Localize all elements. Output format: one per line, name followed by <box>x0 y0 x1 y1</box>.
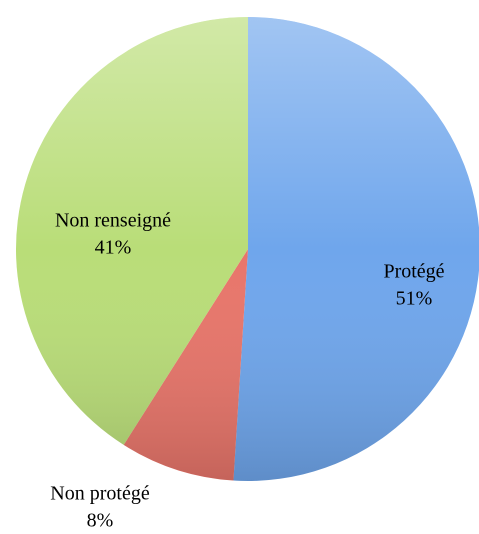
slice-label: Non protégé <box>50 483 150 505</box>
slice-value-label: 51% <box>396 288 433 310</box>
pie-slice <box>233 17 479 481</box>
slice-value-label: 8% <box>87 510 114 532</box>
slice-value-label: 41% <box>95 237 132 259</box>
slice-label: Non renseigné <box>55 210 171 232</box>
slice-label: Protégé <box>383 261 444 283</box>
